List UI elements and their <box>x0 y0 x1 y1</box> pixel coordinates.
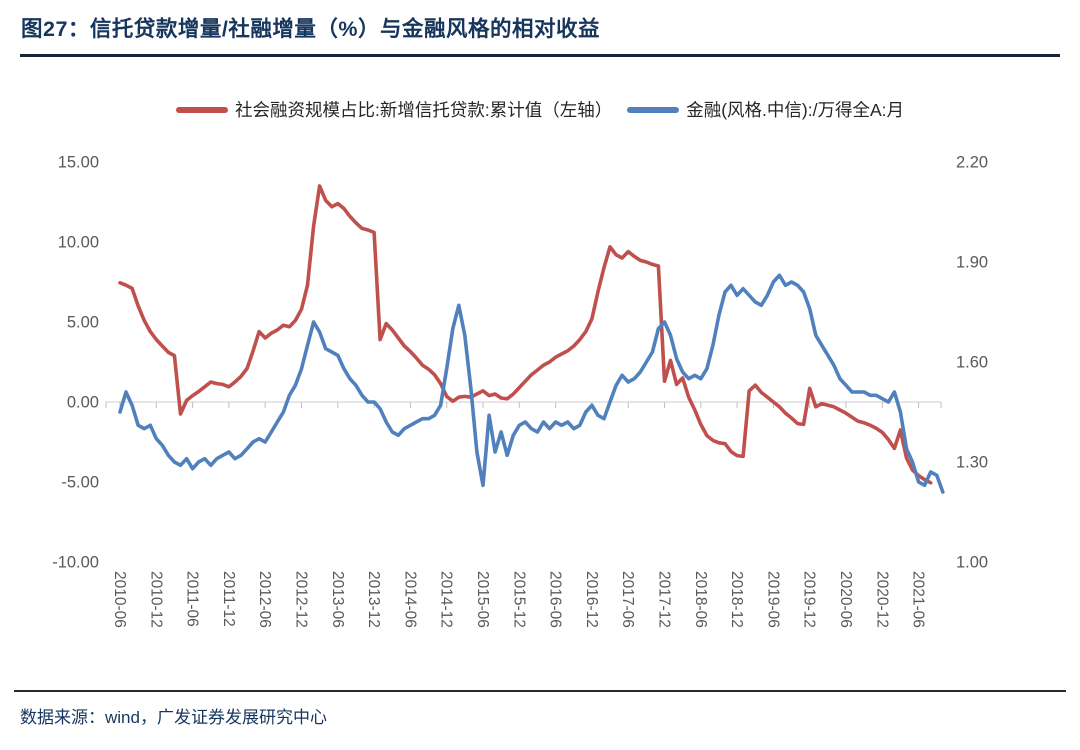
figure-title: 图27：信托贷款增量/社融增量（%）与金融风格的相对收益 <box>21 17 601 41</box>
legend-label-red-series: 社会融资规模占比:新增信托贷款:累计值（左轴） <box>234 100 613 120</box>
legend-label-blue-series: 金融(风格.中信):/万得全A:月 <box>686 100 905 120</box>
svg-text:0.00: 0.00 <box>67 394 99 412</box>
svg-text:1.60: 1.60 <box>956 354 988 372</box>
footer-divider-rule <box>14 690 1066 692</box>
svg-text:2.20: 2.20 <box>956 154 988 172</box>
svg-text:2016-06: 2016-06 <box>547 571 564 628</box>
x-axis-labels: 2010-06 2010-12 2011-06 2011-12 2012-06 2012-… <box>111 571 927 628</box>
svg-text:1.00: 1.00 <box>956 554 988 572</box>
svg-text:2012-12: 2012-12 <box>293 571 310 628</box>
svg-text:2012-06: 2012-06 <box>256 571 273 628</box>
svg-text:2010-06: 2010-06 <box>111 571 128 628</box>
title-divider-rule <box>20 54 1060 57</box>
red-series-line <box>118 184 933 485</box>
legend-item-blue-series: 金融(风格.中信):/万得全A:月 <box>627 97 904 122</box>
svg-text:2016-12: 2016-12 <box>583 571 600 628</box>
svg-text:2019-12: 2019-12 <box>801 571 818 628</box>
svg-text:2011-12: 2011-12 <box>220 571 237 627</box>
svg-text:-5.00: -5.00 <box>61 474 99 492</box>
svg-text:10.00: 10.00 <box>58 234 99 252</box>
svg-text:2017-12: 2017-12 <box>656 571 673 628</box>
svg-text:2018-12: 2018-12 <box>728 571 745 628</box>
svg-text:2018-06: 2018-06 <box>692 571 709 628</box>
svg-text:1.30: 1.30 <box>956 454 988 472</box>
svg-text:2015-12: 2015-12 <box>510 571 527 628</box>
svg-text:2014-12: 2014-12 <box>438 571 455 628</box>
svg-text:1.90: 1.90 <box>956 254 988 272</box>
svg-text:2014-06: 2014-06 <box>401 571 418 628</box>
data-source-note: 数据来源：wind，广发证券发展研究中心 <box>20 708 327 727</box>
chart-legend: 社会融资规模占比:新增信托贷款:累计值（左轴） 金融(风格.中信):/万得全A:… <box>175 97 904 122</box>
svg-text:2017-06: 2017-06 <box>619 571 636 628</box>
svg-text:2013-06: 2013-06 <box>329 571 346 628</box>
svg-text:-10.00: -10.00 <box>52 554 99 572</box>
svg-text:2019-06: 2019-06 <box>764 571 781 628</box>
svg-text:5.00: 5.00 <box>67 314 99 332</box>
svg-text:2010-12: 2010-12 <box>147 571 164 628</box>
y-axis-left-labels: 15.00 10.00 5.00 0.00 -5.00 -10.00 <box>52 154 99 572</box>
svg-text:2013-12: 2013-12 <box>365 571 382 628</box>
svg-text:2020-06: 2020-06 <box>837 571 854 628</box>
svg-text:2011-06: 2011-06 <box>184 571 201 627</box>
blue-line-swatch-icon <box>627 106 680 113</box>
svg-text:2021-06: 2021-06 <box>910 571 927 628</box>
blue-series-line <box>118 273 945 494</box>
svg-text:15.00: 15.00 <box>58 154 99 172</box>
legend-item-red-series: 社会融资规模占比:新增信托贷款:累计值（左轴） <box>175 97 613 122</box>
y-axis-right-labels: 2.20 1.90 1.60 1.30 1.00 <box>956 154 988 572</box>
red-line-swatch-icon <box>175 106 228 113</box>
svg-text:2015-06: 2015-06 <box>474 571 491 628</box>
svg-text:2020-12: 2020-12 <box>873 571 890 628</box>
